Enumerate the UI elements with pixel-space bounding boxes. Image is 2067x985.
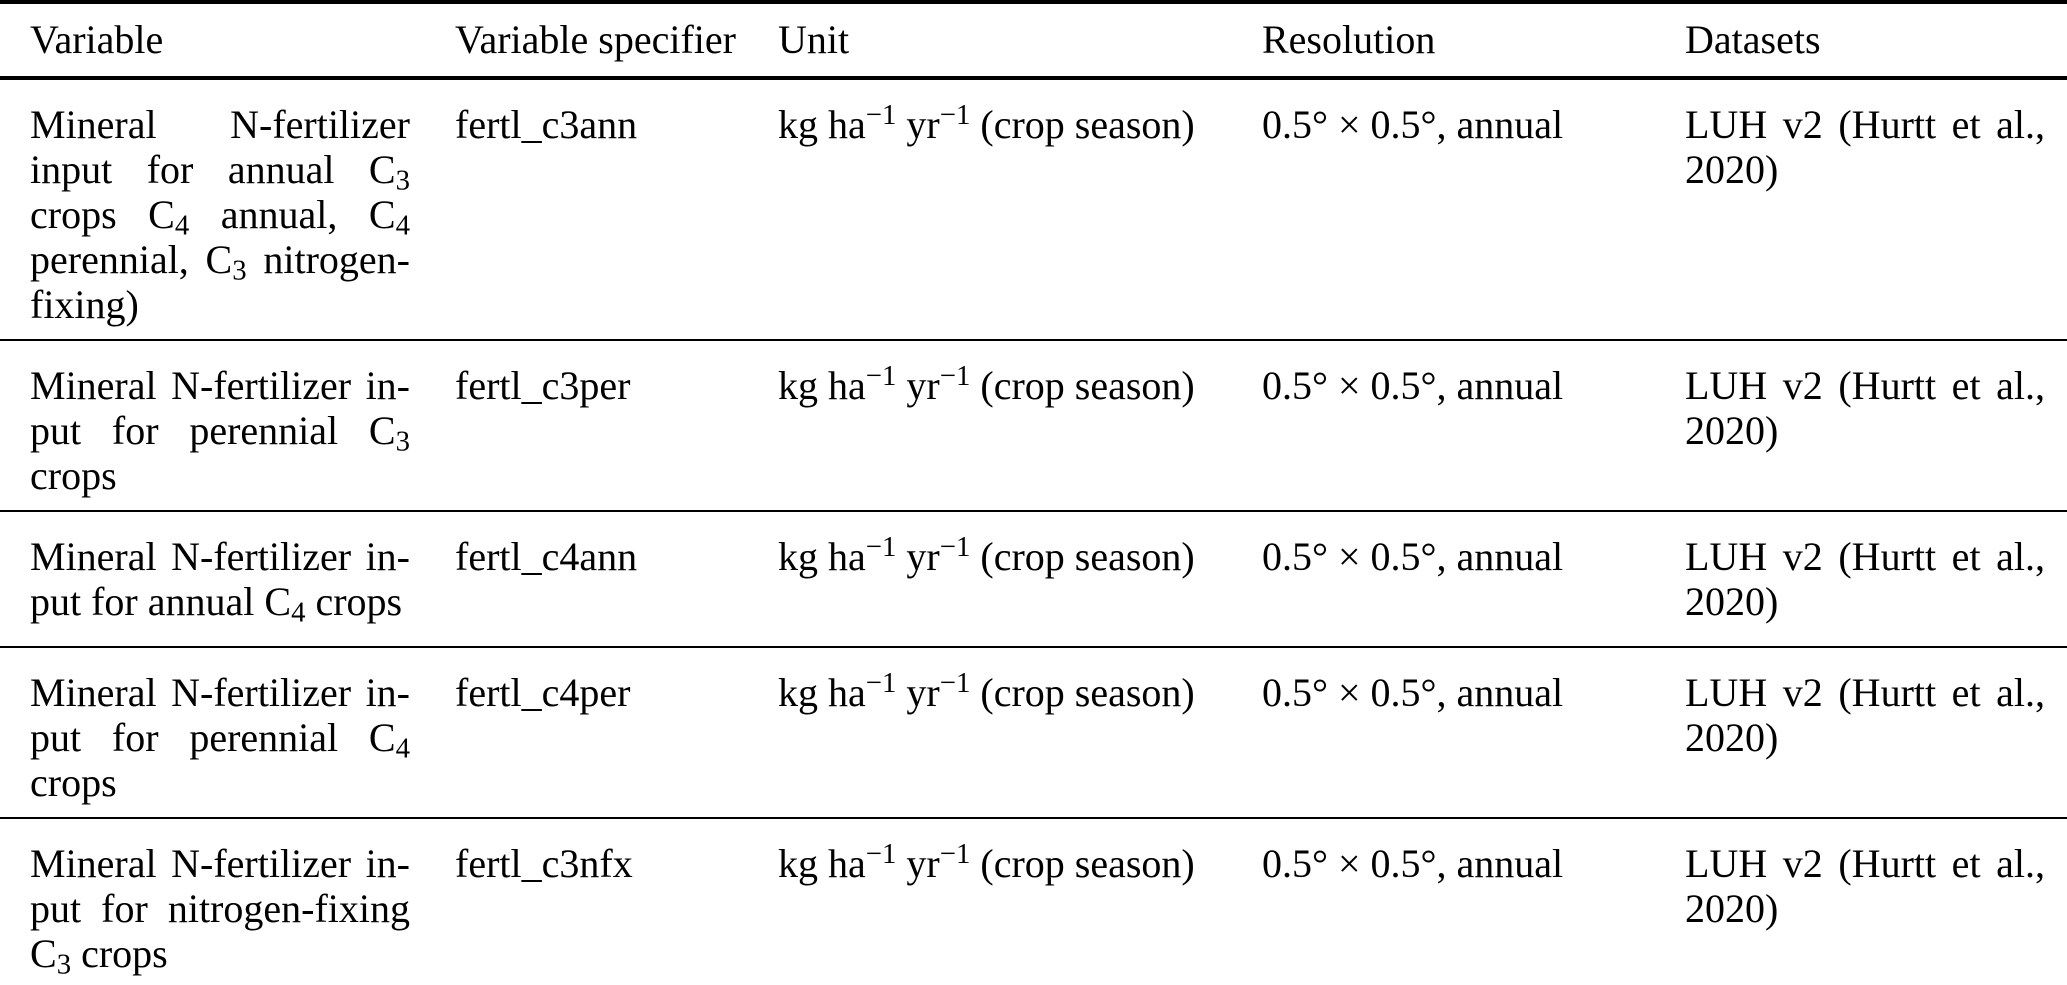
superscript: −1 (865, 360, 897, 393)
text-line: perennial, C3 nitrogen- (30, 237, 410, 287)
text-line: input for annual C3 (30, 147, 410, 197)
text-line: Mineral N-fertilizer in- (30, 841, 410, 886)
cell-datasets: LUH v2 (Hurtt et al., 2020) (1685, 340, 2067, 512)
cell-unit: kg ha−1 yr−1 (crop season) (778, 647, 1262, 819)
table-row: Mineral N-fertilizer input for annual C3 c… (0, 78, 2067, 341)
cell-datasets: LUH v2 (Hurtt et al., 2020) (1685, 818, 2067, 985)
text-line: LUH v2 (Hurtt et al., (1685, 670, 2045, 715)
cell-unit: kg ha−1 yr−1 (crop season) (778, 511, 1262, 648)
superscript: −1 (939, 838, 971, 871)
table-row: Mineral N-fertilizer in-put for perennia… (0, 647, 2067, 819)
subscript: 3 (395, 164, 410, 197)
cell-resolution: 0.5° × 0.5°, annual (1262, 511, 1685, 648)
text-line: kg ha−1 yr−1 (crop season) (778, 838, 1195, 886)
text-line: put for perennial C4 (30, 715, 410, 765)
text-line: kg ha−1 yr−1 (crop season) (778, 99, 1195, 147)
superscript: −1 (865, 838, 897, 871)
cell-resolution: 0.5° × 0.5°, annual (1262, 78, 1685, 341)
cell-resolution: 0.5° × 0.5°, annual (1262, 340, 1685, 512)
text-line: LUH v2 (Hurtt et al., (1685, 102, 2045, 147)
text-line: kg ha−1 yr−1 (crop season) (778, 531, 1195, 579)
cell-datasets: LUH v2 (Hurtt et al., 2020) (1685, 511, 2067, 648)
cell-variable: Mineral N-fertilizer in-put for perennia… (0, 647, 455, 819)
cell-datasets: LUH v2 (Hurtt et al., 2020) (1685, 78, 2067, 341)
text-line: LUH v2 (Hurtt et al., (1685, 363, 2045, 408)
text-line: crops C4 annual, C4 (30, 192, 410, 242)
text-line: Mineral N-fertilizer in- (30, 670, 410, 715)
column-header-unit: Unit (778, 2, 1262, 80)
subscript: 4 (291, 596, 306, 629)
cell-resolution: 0.5° × 0.5°, annual (1262, 818, 1685, 985)
cell-variable-specifier: fertl_c3per (455, 340, 778, 512)
superscript: −1 (939, 99, 971, 132)
text-line: C3 crops (30, 931, 168, 981)
text-line: Mineral N-fertilizer in- (30, 534, 410, 579)
cell-unit: kg ha−1 yr−1 (crop season) (778, 340, 1262, 512)
cell-variable-specifier: fertl_c3ann (455, 78, 778, 341)
table-row: Mineral N-fertilizer in-put for annual C… (0, 511, 2067, 648)
column-header-resolution: Resolution (1262, 2, 1685, 80)
cell-variable: Mineral N-fertilizer in-put for nitrogen… (0, 818, 455, 985)
text-line: put for nitrogen-fixing (30, 886, 410, 931)
superscript: −1 (865, 99, 897, 132)
cell-variable-specifier: fertl_c4per (455, 647, 778, 819)
text-line: Mineral N-fertilizer (30, 102, 410, 147)
subscript: 3 (56, 948, 72, 981)
text-line: kg ha−1 yr−1 (crop season) (778, 360, 1195, 408)
table-row: Mineral N-fertilizer in-put for perennia… (0, 340, 2067, 512)
cell-variable: Mineral N-fertilizer input for annual C3 c… (0, 78, 455, 341)
text-line: 2020) (1685, 579, 1779, 624)
table-row: Mineral N-fertilizer in-put for nitrogen… (0, 818, 2067, 985)
column-header-variable: Variable (0, 2, 455, 80)
text-line: fixing) (30, 282, 139, 327)
text-line: crops (30, 760, 117, 805)
column-header-datasets: Datasets (1685, 2, 2067, 80)
superscript: −1 (865, 531, 897, 564)
text-line: Mineral N-fertilizer in- (30, 363, 410, 408)
text-line: put for annual C4 crops (30, 579, 403, 629)
header-row: Variable Variable specifier Unit Resolut… (0, 2, 2067, 80)
text-line: LUH v2 (Hurtt et al., (1685, 841, 2045, 886)
text-line: kg ha−1 yr−1 (crop season) (778, 667, 1195, 715)
text-line: put for perennial C3 (30, 408, 410, 458)
cell-variable: Mineral N-fertilizer in-put for perennia… (0, 340, 455, 512)
cell-variable: Mineral N-fertilizer in-put for annual C… (0, 511, 455, 648)
cell-variable-specifier: fertl_c3nfx (455, 818, 778, 985)
text-line: crops (30, 453, 117, 498)
cell-resolution: 0.5° × 0.5°, annual (1262, 647, 1685, 819)
cell-unit: kg ha−1 yr−1 (crop season) (778, 78, 1262, 341)
cell-unit: kg ha−1 yr−1 (crop season) (778, 818, 1262, 985)
text-line: 2020) (1685, 147, 1779, 192)
text-line: 2020) (1685, 886, 1779, 931)
superscript: −1 (939, 531, 971, 564)
subscript: 3 (232, 254, 247, 287)
subscript: 4 (395, 732, 410, 765)
superscript: −1 (939, 667, 971, 700)
superscript: −1 (939, 360, 971, 393)
subscript: 3 (395, 425, 410, 458)
cell-datasets: LUH v2 (Hurtt et al., 2020) (1685, 647, 2067, 819)
subscript: 4 (395, 209, 410, 242)
text-line: LUH v2 (Hurtt et al., (1685, 534, 2045, 579)
column-header-variable-specifier: Variable specifier (455, 2, 778, 80)
subscript: 4 (174, 209, 190, 242)
superscript: −1 (865, 667, 897, 700)
text-line: 2020) (1685, 408, 1779, 453)
cell-variable-specifier: fertl_c4ann (455, 511, 778, 648)
text-line: 2020) (1685, 715, 1779, 760)
